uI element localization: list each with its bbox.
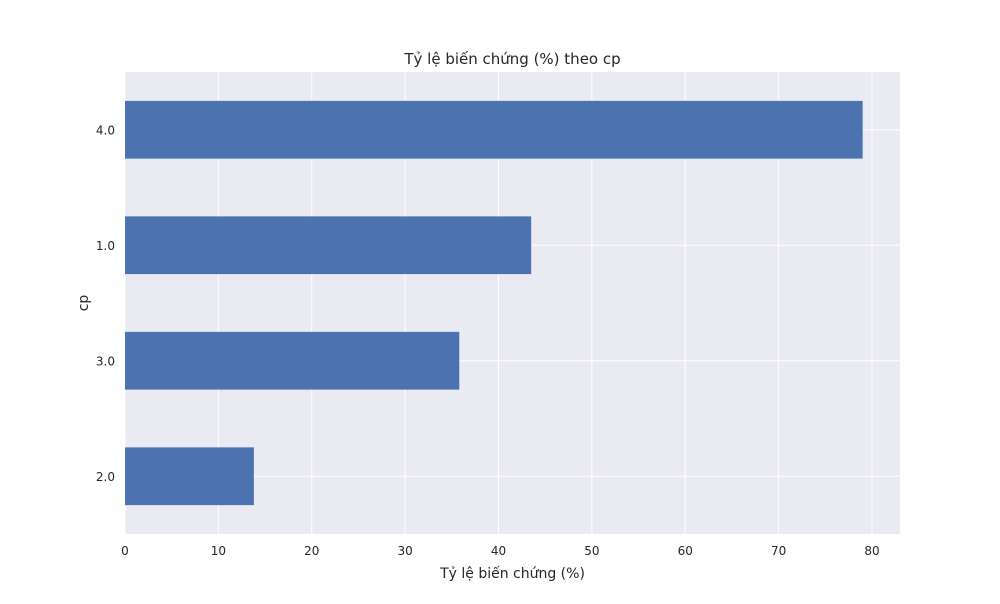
bar-4-0 (125, 100, 863, 159)
x-tick-label: 60 (678, 544, 693, 558)
y-tick-label: 2.0 (96, 470, 115, 484)
x-tick-label: 30 (397, 544, 412, 558)
x-tick-label: 20 (304, 544, 319, 558)
y-tick-label: 3.0 (96, 354, 115, 368)
chart-title: Tỷ lệ biến chứng (%) theo cp (403, 50, 620, 68)
x-tick-label: 0 (121, 544, 129, 558)
x-axis-label: Tỷ lệ biến chứng (%) (439, 565, 585, 582)
y-tick-label: 4.0 (96, 123, 115, 137)
x-tick-label: 70 (771, 544, 786, 558)
bar-2-0 (125, 447, 254, 506)
x-tick-label: 50 (584, 544, 599, 558)
y-tick-label: 1.0 (96, 239, 115, 253)
x-tick-label: 40 (491, 544, 506, 558)
y-axis-ticks: 4.0 1.0 3.0 2.0 (96, 123, 115, 484)
x-tick-label: 80 (864, 544, 879, 558)
x-axis-ticks: 0 10 20 30 40 50 60 70 80 (121, 544, 879, 558)
x-tick-label: 10 (211, 544, 226, 558)
bar-1-0 (125, 216, 532, 275)
y-axis-label: cp (76, 295, 92, 312)
bars (125, 100, 863, 506)
bar-3-0 (125, 331, 460, 390)
